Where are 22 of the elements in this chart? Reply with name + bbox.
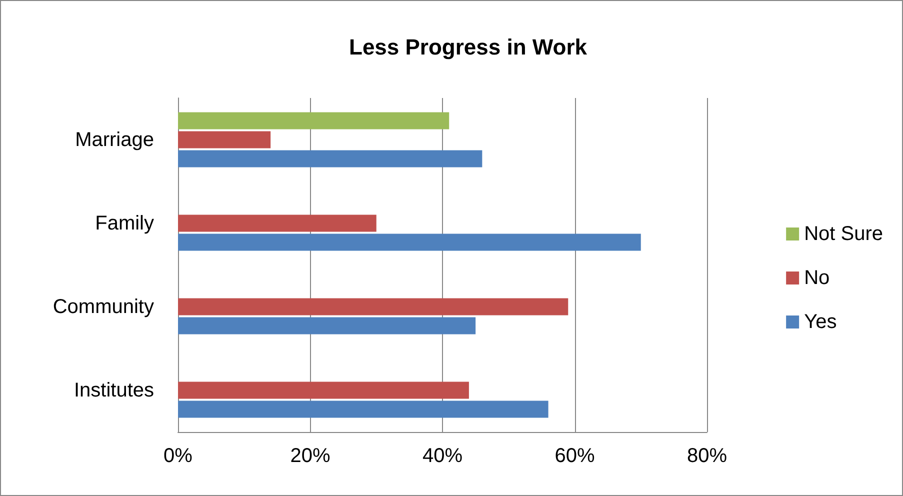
x-tick-label: 60% <box>554 445 595 467</box>
x-tick-label: 0% <box>164 445 193 467</box>
y-tick-label: Community <box>52 296 154 318</box>
chart-title: Less Progress in Work <box>348 34 588 60</box>
y-tick-label: Family <box>95 212 154 234</box>
y-tick-label: Marriage <box>75 128 154 151</box>
legend-label: Not Sure <box>804 223 884 245</box>
bar <box>178 112 450 130</box>
x-tick-label: 40% <box>422 445 463 467</box>
legend-label: Yes <box>804 311 837 333</box>
x-tick-label: 80% <box>686 445 728 467</box>
legend-label: No <box>804 267 830 289</box>
bar <box>178 298 568 316</box>
bar <box>178 382 469 399</box>
bar <box>178 214 376 232</box>
bar <box>178 131 271 148</box>
bar <box>178 400 548 418</box>
bar <box>178 234 641 251</box>
x-tick-label: 20% <box>290 445 330 467</box>
bar <box>178 317 476 334</box>
bar <box>178 150 482 168</box>
y-tick-label: Institutes <box>74 379 154 402</box>
